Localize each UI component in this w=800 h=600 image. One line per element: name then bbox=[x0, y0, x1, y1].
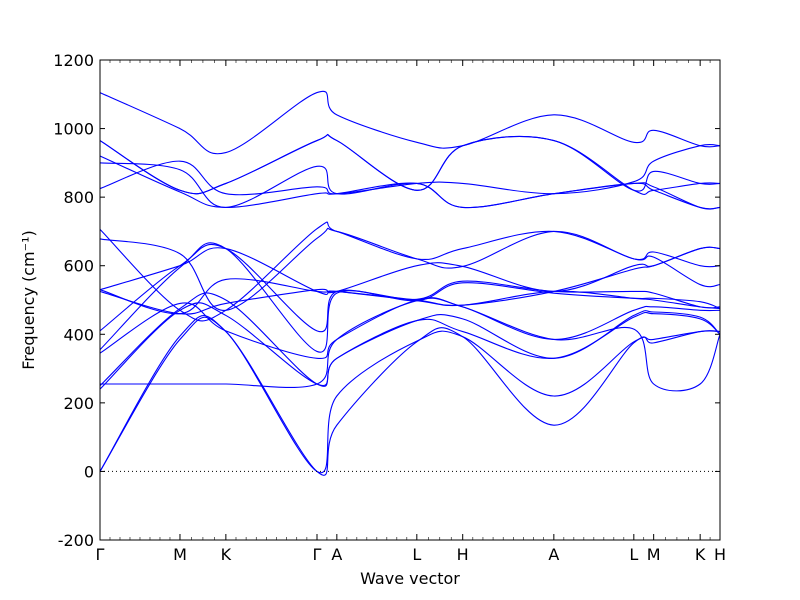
kpoint-label: H bbox=[457, 545, 469, 564]
kpoint-label: H bbox=[714, 545, 726, 564]
band-line bbox=[99, 221, 721, 322]
band-line bbox=[99, 243, 721, 333]
y-axis-ticks: -200 0 200 400 600 800 1000 1200 bbox=[53, 51, 720, 550]
y-tick-label: 1000 bbox=[53, 120, 94, 139]
y-tick-label: 800 bbox=[63, 188, 94, 207]
x-axis-title: Wave vector bbox=[360, 569, 460, 588]
kpoint-label: A bbox=[548, 545, 559, 564]
kpoint-label: A bbox=[331, 545, 342, 564]
y-tick-label: -200 bbox=[58, 531, 94, 550]
band-line bbox=[99, 155, 721, 210]
kpoint-label: L bbox=[412, 545, 421, 564]
kpoint-label: Γ bbox=[313, 545, 322, 564]
band-line bbox=[99, 133, 721, 195]
band-line bbox=[99, 90, 721, 155]
y-tick-label: 200 bbox=[63, 394, 94, 413]
kpoint-label: L bbox=[629, 545, 638, 564]
band-line bbox=[99, 246, 721, 315]
y-axis-title: Frequency (cm⁻¹) bbox=[19, 230, 38, 369]
band-line bbox=[99, 292, 721, 387]
kpoint-label: K bbox=[221, 545, 232, 564]
y-tick-label: 600 bbox=[63, 257, 94, 276]
y-tick-label: 1200 bbox=[53, 51, 94, 70]
kpoint-label: M bbox=[173, 545, 187, 564]
kpoint-label: K bbox=[695, 545, 706, 564]
band-line bbox=[99, 133, 721, 195]
band-line bbox=[99, 315, 721, 474]
band-line bbox=[99, 297, 721, 359]
plot-frame bbox=[99, 59, 721, 541]
kpoint-label: M bbox=[647, 545, 661, 564]
band-line bbox=[99, 227, 721, 311]
y-tick-label: 400 bbox=[63, 325, 94, 344]
band-line bbox=[99, 316, 721, 476]
y-tick-label: 0 bbox=[84, 462, 94, 481]
kpoint-label: Γ bbox=[96, 545, 105, 564]
band-line bbox=[99, 302, 721, 390]
band-line bbox=[99, 143, 721, 196]
band-lines bbox=[99, 90, 721, 476]
